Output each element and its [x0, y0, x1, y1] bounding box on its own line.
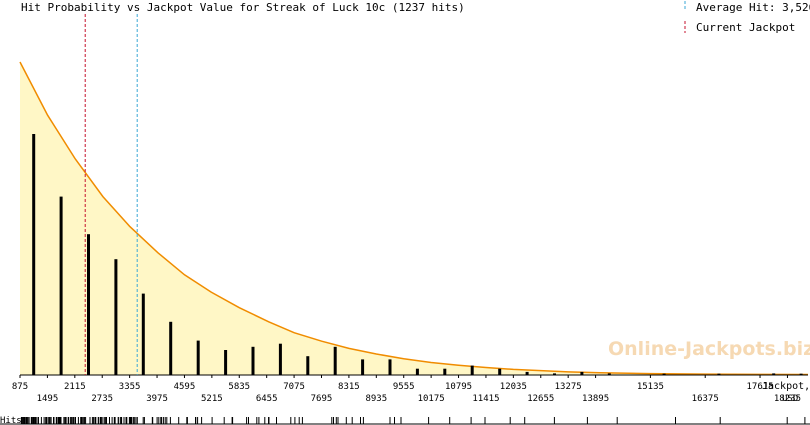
bar: [169, 321, 173, 375]
reference-lines: [84, 14, 138, 375]
bar: [772, 373, 776, 375]
bar: [498, 368, 502, 375]
x-tick-label: 9555: [393, 382, 415, 392]
legend-average-hit: Average Hit: 3,526: [696, 1, 810, 14]
bar: [278, 343, 282, 375]
x-axis-ticks: 875 2115 3355 4595 5835 7075 8315 9555 10795 1203…: [12, 375, 801, 404]
x-tick-label: 4595: [174, 382, 196, 392]
bar: [525, 371, 529, 375]
bar: [662, 373, 666, 375]
x-tick-label: 17615: [746, 382, 773, 392]
x-tick-label: 5835: [228, 382, 250, 392]
watermark: Online-Jackpots.biz: [608, 338, 810, 360]
bar: [361, 359, 365, 375]
x-tick-label: 7695: [311, 394, 333, 404]
x-tick-label: 10175: [418, 394, 445, 404]
x-tick-label: 12655: [527, 394, 554, 404]
x-tick-label: 7075: [283, 382, 305, 392]
bar: [799, 373, 803, 375]
x-tick-label: 875: [12, 382, 28, 392]
x-tick-label: 5215: [201, 394, 223, 404]
x-tick-label: 16375: [692, 394, 719, 404]
x-axis-label-line2: USD: [782, 394, 798, 404]
x-tick-label: 8935: [365, 394, 387, 404]
plot-area: [19, 61, 809, 376]
bar: [141, 293, 145, 375]
x-tick-label: 13895: [582, 394, 609, 404]
hits-strip-label: Hits: [0, 416, 22, 425]
x-tick-label: 6455: [256, 394, 278, 404]
bar: [470, 365, 474, 375]
bar: [388, 359, 392, 375]
probability-curve: [19, 61, 809, 376]
x-tick-label: 13275: [555, 382, 582, 392]
x-tick-label: 3355: [119, 382, 141, 392]
bar: [580, 371, 584, 375]
x-tick-label: 1495: [37, 394, 59, 404]
legend: Average Hit: 3,526 Current Jackpot: [684, 1, 810, 34]
x-tick-label: 10795: [445, 382, 472, 392]
bar: [59, 196, 63, 375]
x-axis-label-line1: Jackpot,: [762, 381, 810, 392]
bar: [607, 373, 611, 375]
bar: [443, 368, 447, 375]
bar: [224, 350, 228, 375]
x-tick-label: 11415: [472, 394, 499, 404]
bar: [306, 356, 310, 375]
x-tick-label: 3975: [146, 394, 168, 404]
bar: [333, 346, 337, 375]
x-tick-label: 2115: [64, 382, 86, 392]
bar: [87, 234, 90, 375]
bar: [32, 134, 36, 375]
x-tick-label: 18235: [774, 394, 801, 404]
x-tick-label: 8315: [338, 382, 360, 392]
x-tick-label: 15135: [637, 382, 664, 392]
bar: [114, 259, 118, 375]
chart-title: Hit Probability vs Jackpot Value for Str…: [21, 1, 465, 14]
x-tick-label: 12035: [500, 382, 527, 392]
bar: [251, 346, 255, 375]
bar: [717, 373, 721, 375]
bar: [415, 368, 419, 375]
bar: [196, 340, 200, 375]
curve-fill: [20, 62, 808, 375]
x-tick-label: 2735: [91, 394, 113, 404]
hits-strip: [0, 417, 810, 425]
bar: [553, 373, 556, 375]
legend-current-jackpot: Current Jackpot: [696, 21, 795, 34]
